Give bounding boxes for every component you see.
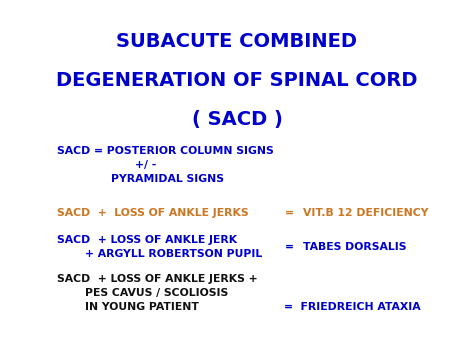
Text: SACD  + LOSS OF ANKLE JERKS +: SACD + LOSS OF ANKLE JERKS + bbox=[57, 274, 257, 284]
Text: + ARGYLL ROBERTSON PUPIL: + ARGYLL ROBERTSON PUPIL bbox=[85, 249, 263, 259]
Text: =: = bbox=[284, 242, 293, 252]
Text: SUBACUTE COMBINED: SUBACUTE COMBINED bbox=[117, 32, 357, 51]
Text: PES CAVUS / SCOLIOSIS: PES CAVUS / SCOLIOSIS bbox=[85, 288, 228, 298]
Text: ( SACD ): ( SACD ) bbox=[191, 110, 283, 129]
Text: VIT.B 12 DEFICIENCY: VIT.B 12 DEFICIENCY bbox=[303, 208, 429, 218]
Text: SACD  +  LOSS OF ANKLE JERKS: SACD + LOSS OF ANKLE JERKS bbox=[57, 208, 248, 218]
Text: SACD = POSTERIOR COLUMN SIGNS: SACD = POSTERIOR COLUMN SIGNS bbox=[57, 146, 273, 156]
Text: IN YOUNG PATIENT: IN YOUNG PATIENT bbox=[85, 302, 199, 312]
Text: PYRAMIDAL SIGNS: PYRAMIDAL SIGNS bbox=[111, 174, 224, 184]
Text: +/ -: +/ - bbox=[135, 160, 156, 170]
Text: SACD  + LOSS OF ANKLE JERK: SACD + LOSS OF ANKLE JERK bbox=[57, 235, 237, 245]
Text: =: = bbox=[284, 208, 293, 218]
Text: DEGENERATION OF SPINAL CORD: DEGENERATION OF SPINAL CORD bbox=[56, 71, 418, 90]
Text: =  FRIEDREICH ATAXIA: = FRIEDREICH ATAXIA bbox=[284, 302, 421, 312]
Text: TABES DORSALIS: TABES DORSALIS bbox=[303, 242, 407, 252]
